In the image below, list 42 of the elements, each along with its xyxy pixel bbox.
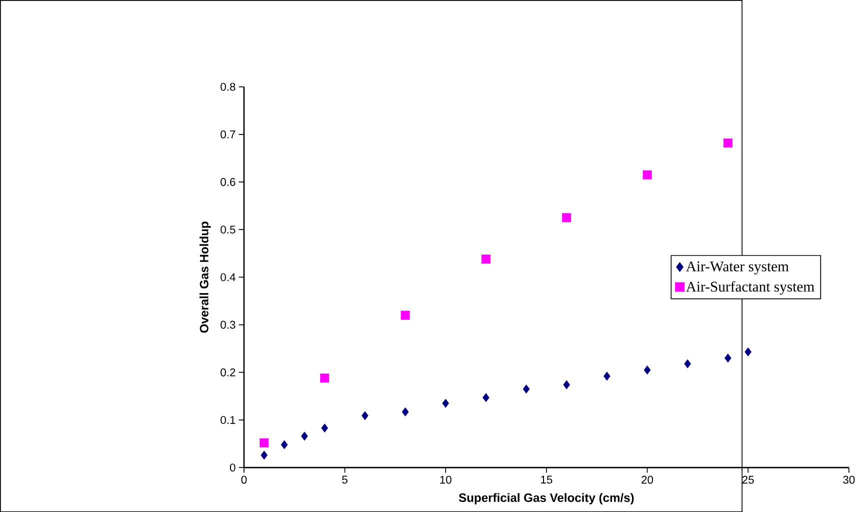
point	[260, 450, 268, 460]
legend-label: Air-Surfactant system	[686, 281, 814, 295]
y-tick-label: 0.1	[220, 416, 236, 424]
x-tick-label: 15	[541, 476, 552, 484]
y-tick-label: 0.2	[220, 368, 236, 376]
x-tick-label: 25	[742, 476, 754, 484]
point	[604, 372, 610, 381]
y-tick-label: 0.4	[220, 273, 236, 282]
x-axis-title: Superficial Gas Velocity (cm/s)	[458, 492, 634, 504]
y-tick-label: 0.6	[220, 178, 236, 186]
point	[402, 407, 409, 416]
point	[321, 423, 328, 432]
point	[260, 438, 269, 448]
point	[400, 310, 410, 320]
point	[301, 432, 308, 441]
y-tick-label: 0.7	[220, 130, 236, 138]
point	[642, 170, 652, 180]
y-tick-label: 0	[230, 463, 236, 472]
point	[442, 398, 450, 408]
x-tick-label: 10	[440, 476, 452, 484]
point	[482, 392, 490, 402]
x-tick-label: 5	[342, 476, 348, 484]
point	[280, 440, 288, 450]
y-tick-label: 0.3	[220, 320, 236, 329]
point	[562, 213, 572, 222]
point	[744, 347, 752, 356]
y-axis-title: Overall Gas Holdup	[200, 222, 211, 333]
x-tick-label: 20	[642, 476, 654, 484]
point	[563, 380, 570, 390]
point	[320, 373, 330, 382]
point	[644, 365, 651, 374]
point	[724, 353, 732, 362]
point	[684, 359, 692, 368]
point	[362, 411, 368, 420]
point	[723, 138, 732, 148]
point	[522, 384, 530, 394]
x-tick-label: 30	[843, 476, 855, 484]
y-tick-label: 0.5	[220, 225, 236, 234]
point	[481, 254, 490, 264]
x-tick-label: 0	[241, 476, 247, 484]
legend-label: Air-Water system	[686, 261, 789, 274]
y-tick-label: 0.8	[220, 82, 236, 91]
